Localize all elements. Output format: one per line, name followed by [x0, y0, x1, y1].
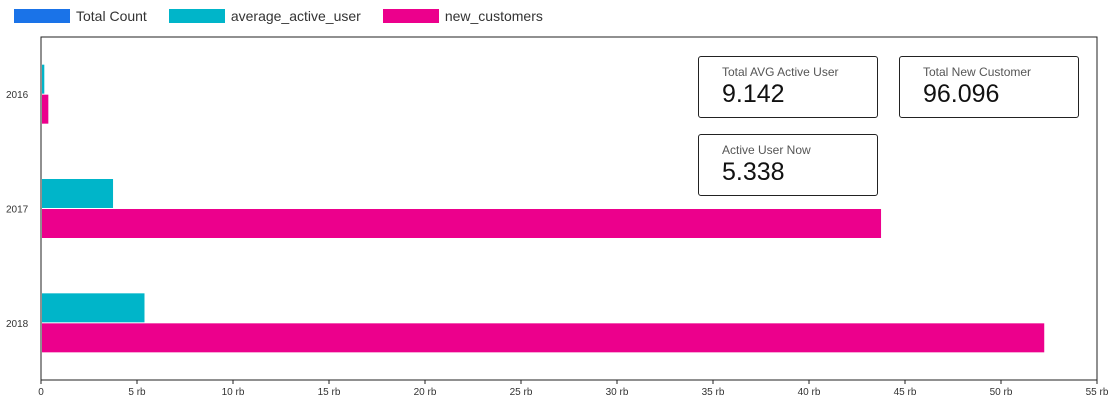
x-tick-label: 25 rb — [510, 387, 533, 398]
legend-swatch-average-active-user — [168, 9, 225, 23]
x-tick-label: 0 — [38, 387, 44, 398]
kpi-label: Total AVG Active User — [722, 65, 839, 79]
legend-label-average-active-user: average_active_user — [230, 8, 361, 24]
legend-item-new-customers[interactable]: new_customers — [382, 8, 543, 24]
legend-label-total-count: Total Count — [76, 8, 147, 24]
kpi-label: Total New Customer — [923, 65, 1032, 79]
x-tick-label: 40 rb — [798, 387, 821, 398]
bar-new-customers — [42, 323, 1045, 353]
kpi-value: 5.338 — [722, 158, 785, 186]
x-tick-label: 15 rb — [318, 387, 341, 398]
y-category-label: 2016 — [6, 90, 29, 101]
bar-new-customers — [42, 94, 49, 124]
legend-swatch-new-customers — [382, 9, 439, 23]
kpi-card-total-avg-active-user: Total AVG Active User 9.142 — [698, 56, 878, 118]
bar-average-active-user — [42, 293, 145, 323]
legend-item-total-count[interactable]: Total Count — [14, 8, 147, 24]
x-tick-label: 35 rb — [702, 387, 725, 398]
x-tick-label: 50 rb — [990, 387, 1013, 398]
legend-item-average-active-user[interactable]: average_active_user — [168, 8, 361, 24]
bar-average-active-user — [42, 64, 45, 94]
legend-swatch-total-count — [14, 9, 70, 23]
kpi-card-total-new-customer: Total New Customer 96.096 — [899, 56, 1079, 118]
y-category-label: 2018 — [6, 319, 29, 330]
bar-new-customers — [42, 209, 882, 238]
bar-average-active-user — [42, 179, 114, 208]
kpi-value: 96.096 — [923, 80, 1000, 108]
x-tick-label: 20 rb — [414, 387, 437, 398]
plot-frame — [40, 36, 1098, 381]
x-tick-label: 55 rb — [1086, 387, 1109, 398]
kpi-label: Active User Now — [722, 143, 811, 157]
y-category-label: 2017 — [6, 205, 29, 216]
legend-label-new-customers: new_customers — [444, 8, 543, 24]
kpi-value: 9.142 — [722, 80, 785, 108]
kpi-card-active-user-now: Active User Now 5.338 — [698, 134, 878, 196]
x-tick-label: 30 rb — [606, 387, 629, 398]
x-tick-label: 10 rb — [222, 387, 245, 398]
x-tick-label: 5 rb — [128, 387, 146, 398]
chart-legend: Total Count average_active_user new_cust… — [14, 8, 565, 24]
x-tick-label: 45 rb — [894, 387, 917, 398]
